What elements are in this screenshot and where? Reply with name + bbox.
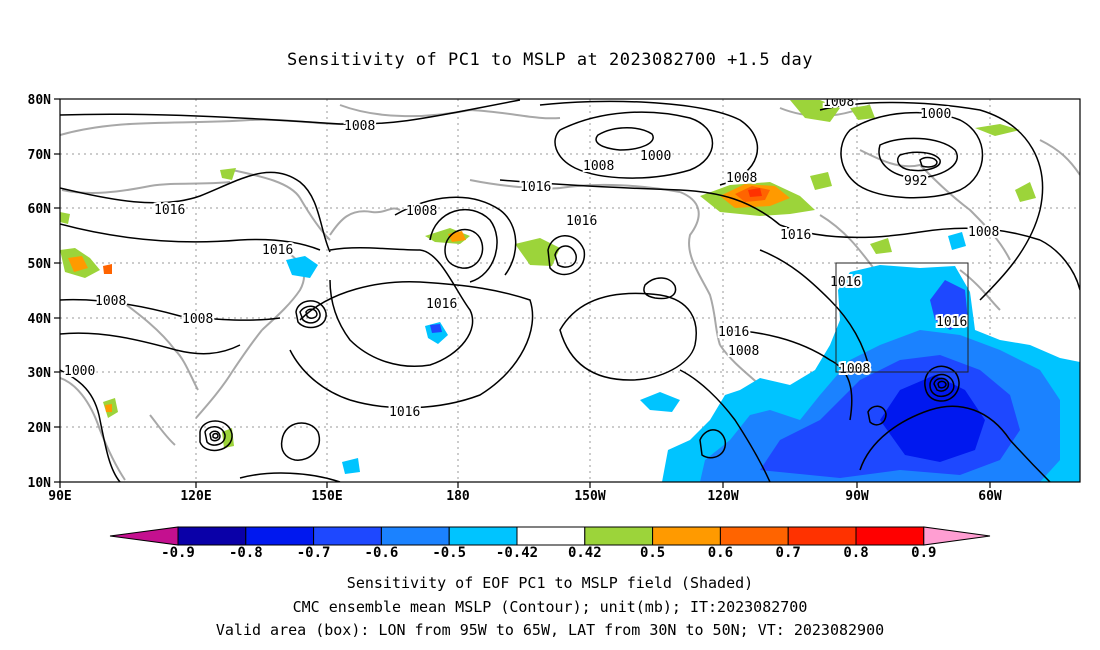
colorbar-label: -0.9 bbox=[161, 545, 195, 561]
colorbar-segment bbox=[516, 526, 586, 546]
lat-label: 20N bbox=[28, 421, 52, 436]
colorbar-label: -0.42 bbox=[496, 545, 538, 561]
colorbar-label: 0.9 bbox=[911, 545, 936, 561]
lat-labels: 80N 70N 60N 50N 40N 30N 20N 10N bbox=[28, 93, 52, 491]
contour-label: 1000 bbox=[640, 149, 671, 164]
colorbar-segment bbox=[448, 526, 518, 546]
colorbar-label: -0.7 bbox=[297, 545, 331, 561]
contour-label: 1016 bbox=[566, 214, 597, 229]
contour-label: 1016 bbox=[389, 405, 420, 420]
lat-label: 40N bbox=[28, 312, 52, 327]
contour-label: 992 bbox=[904, 174, 927, 189]
contour-label: 1016 bbox=[718, 325, 749, 340]
colorbar-label: -0.6 bbox=[365, 545, 399, 561]
mslp-contours bbox=[60, 99, 1080, 482]
contour-label: 1016 bbox=[830, 275, 861, 290]
lon-label: 120E bbox=[180, 489, 211, 504]
contour-label: 1008 bbox=[583, 159, 614, 174]
colorbar-label: 0.42 bbox=[568, 545, 602, 561]
map-area: 1008 1008 1000 1008 1016 1000 992 1016 1… bbox=[60, 95, 1080, 482]
lat-label: 10N bbox=[28, 476, 52, 491]
axis-ticks bbox=[54, 98, 991, 488]
colorbar-segment bbox=[855, 526, 925, 546]
contour-label: 1016 bbox=[780, 228, 811, 243]
lon-label: 120W bbox=[707, 489, 738, 504]
lon-label: 60W bbox=[978, 489, 1002, 504]
colorbar-segment bbox=[313, 526, 382, 546]
colorbar-segment bbox=[787, 526, 857, 546]
valid-area-box bbox=[835, 262, 969, 373]
lon-label: 90E bbox=[48, 489, 71, 504]
contour-label: 1000 bbox=[64, 364, 95, 379]
contour-label: 1016 bbox=[520, 180, 551, 195]
colorbar-label: 0.5 bbox=[640, 545, 665, 561]
colorbar-label: 0.8 bbox=[843, 545, 868, 561]
contour-label: 1008 bbox=[95, 294, 126, 309]
map-frame bbox=[59, 98, 1081, 483]
contour-label: 1008 bbox=[968, 225, 999, 240]
lon-label: 150W bbox=[574, 489, 605, 504]
lon-label: 180 bbox=[446, 489, 470, 504]
colorbar-labels: -0.9 -0.8 -0.7 -0.6 -0.5 -0.42 0.42 0.5 … bbox=[161, 545, 936, 561]
colorbar-label: -0.8 bbox=[229, 545, 263, 561]
contour-label: 1008 bbox=[182, 312, 213, 327]
contour-label: 1008 bbox=[839, 362, 870, 377]
caption-valid-area: Valid area (box): LON from 95W to 65W, L… bbox=[215, 621, 885, 639]
colorbar-label: 0.6 bbox=[708, 545, 733, 561]
map-title: Sensitivity of PC1 to MSLP at 2023082700… bbox=[286, 50, 813, 70]
colorbar-high-triangle bbox=[923, 526, 991, 546]
colorbar-segment bbox=[584, 526, 654, 546]
lat-label: 50N bbox=[28, 257, 52, 272]
lon-label: 150E bbox=[311, 489, 342, 504]
contour-label: 1008 bbox=[726, 171, 757, 186]
contour-label: 1016 bbox=[154, 203, 185, 218]
colorbar-segment bbox=[177, 526, 247, 546]
contour-label: 1008 bbox=[344, 119, 375, 134]
colorbar-label: -0.5 bbox=[432, 545, 466, 561]
contour-label: 1008 bbox=[728, 344, 759, 359]
contour-label: 1016 bbox=[262, 243, 293, 258]
lat-label: 60N bbox=[28, 202, 52, 217]
lon-labels: 90E 120E 150E 180 150W 120W 90W 60W bbox=[48, 489, 1002, 504]
lat-label: 80N bbox=[28, 93, 52, 108]
contour-label: 1016 bbox=[426, 297, 457, 312]
colorbar-label: 0.7 bbox=[776, 545, 801, 561]
caption-shaded: Sensitivity of EOF PC1 to MSLP field (Sh… bbox=[346, 574, 754, 592]
colorbar-low-triangle bbox=[109, 526, 179, 546]
colorbar-segment bbox=[245, 526, 315, 546]
lat-label: 70N bbox=[28, 148, 52, 163]
caption-contour: CMC ensemble mean MSLP (Contour); unit(m… bbox=[292, 598, 808, 616]
gridlines bbox=[60, 99, 1080, 482]
colorbar-segment bbox=[719, 526, 789, 546]
lat-label: 30N bbox=[28, 366, 52, 381]
lon-label: 90W bbox=[845, 489, 869, 504]
colorbar-segment bbox=[652, 526, 721, 546]
colorbar-segment bbox=[380, 526, 450, 546]
contour-label: 1016 bbox=[936, 315, 967, 330]
colorbar bbox=[109, 526, 991, 546]
contour-labels: 1008 1008 1000 1008 1016 1000 992 1016 1… bbox=[62, 95, 1001, 422]
contour-label: 1008 bbox=[823, 95, 854, 110]
contour-label: 1008 bbox=[406, 204, 437, 219]
contour-label: 1000 bbox=[920, 107, 951, 122]
